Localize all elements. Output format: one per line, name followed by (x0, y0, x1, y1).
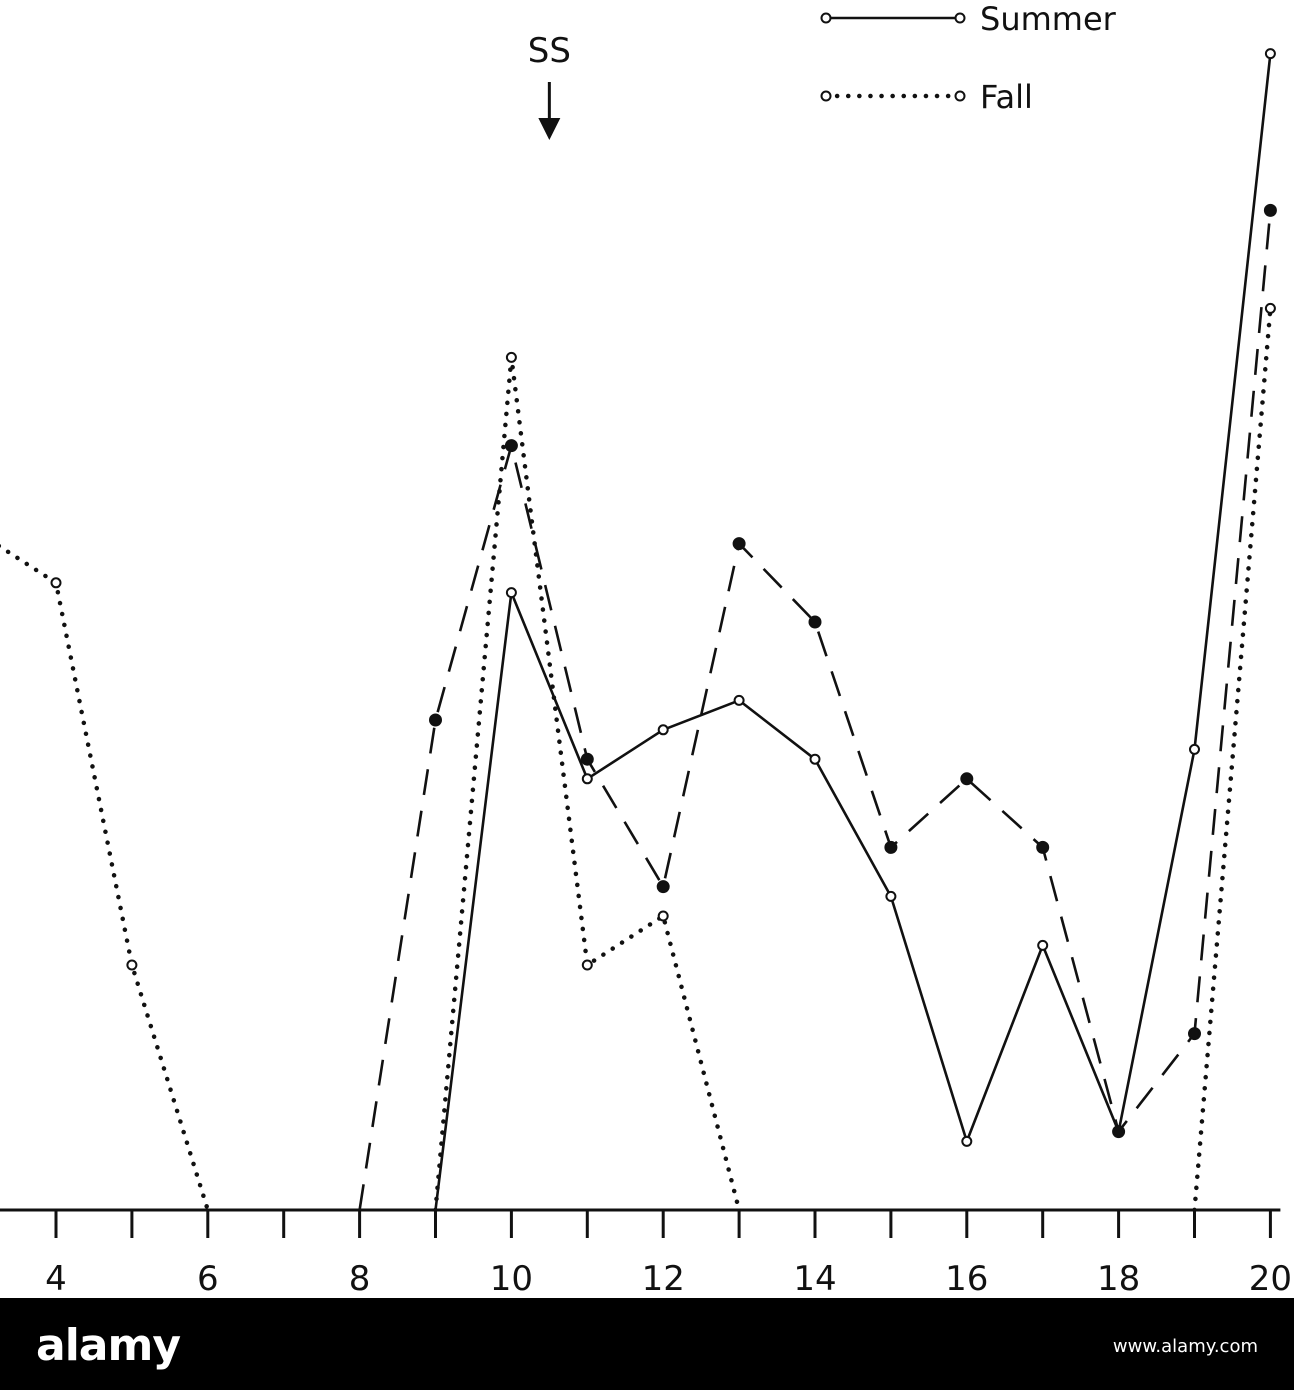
data-points (50, 48, 1277, 1147)
legend-label-dotted: Fall (980, 78, 1033, 116)
point-solid-13 (733, 694, 745, 706)
point-dashed-18 (1112, 1125, 1126, 1139)
legend-marker-end-solid (954, 12, 966, 24)
point-dashed-9 (429, 713, 442, 727)
point-solid-20 (1264, 48, 1276, 60)
point-solid-12 (657, 724, 669, 736)
watermark-bar: alamy ME7X9F www.alamy.com (0, 1298, 1294, 1390)
legend-marker-start-solid (820, 12, 832, 24)
brand-url: www.alamy.com (1112, 1336, 1258, 1357)
point-dotted-12 (657, 910, 669, 922)
point-dotted-20 (1264, 302, 1276, 314)
legend-label-solid: Summer (980, 0, 1117, 38)
x-axis: 4 6 8 10 12 14 16 18 20 (0, 1208, 1292, 1298)
point-dashed-19 (1188, 1027, 1201, 1041)
point-dashed-14 (808, 615, 822, 629)
annotation-ss-label: SS (528, 31, 571, 71)
point-dotted-11 (581, 959, 593, 971)
series-dotted-line (0, 306, 1273, 1213)
point-dashed-20 (1263, 203, 1277, 217)
x-tick-label-8: 8 (349, 1259, 371, 1298)
annotation-arrow-head (538, 118, 561, 140)
x-tick-label-16: 16 (945, 1259, 988, 1298)
line-chart: 4 6 8 10 12 14 16 18 20 SS Summer Fall (0, 0, 1292, 1298)
point-solid-14 (809, 753, 821, 765)
x-tick-label-6: 6 (197, 1259, 219, 1298)
point-solid-17 (1037, 939, 1049, 951)
point-dotted-10 (505, 351, 517, 363)
x-tick-label-20: 20 (1249, 1259, 1292, 1298)
point-solid-11 (581, 773, 593, 785)
legend: Summer Fall (820, 0, 1117, 116)
image-code: ME7X9F (1100, 1308, 1163, 1325)
annotations: SS (528, 31, 571, 140)
x-tick-label-18: 18 (1097, 1259, 1140, 1298)
point-dashed-11 (580, 752, 594, 766)
x-tick-label-10: 10 (490, 1259, 533, 1298)
point-dotted-4 (50, 577, 62, 589)
brand-logo: alamy (36, 1320, 181, 1371)
point-solid-16 (961, 1135, 973, 1147)
x-tick-label-4: 4 (45, 1259, 67, 1298)
point-dotted-5 (126, 959, 138, 971)
legend-marker-start-dotted (820, 90, 832, 102)
point-dashed-10 (504, 439, 518, 453)
series-solid-line (434, 53, 1272, 1211)
x-tick-label-12: 12 (642, 1259, 685, 1298)
point-dashed-16 (960, 772, 974, 786)
point-solid-15 (885, 890, 897, 902)
point-dashed-12 (656, 880, 670, 894)
x-tick-label-14: 14 (793, 1259, 836, 1298)
point-dashed-15 (884, 840, 898, 854)
point-dashed-17 (1036, 840, 1050, 854)
point-solid-10 (505, 587, 517, 599)
point-solid-19 (1189, 743, 1200, 755)
legend-marker-end-dotted (954, 90, 966, 102)
point-dashed-13 (732, 537, 746, 551)
series-lines (0, 53, 1273, 1213)
